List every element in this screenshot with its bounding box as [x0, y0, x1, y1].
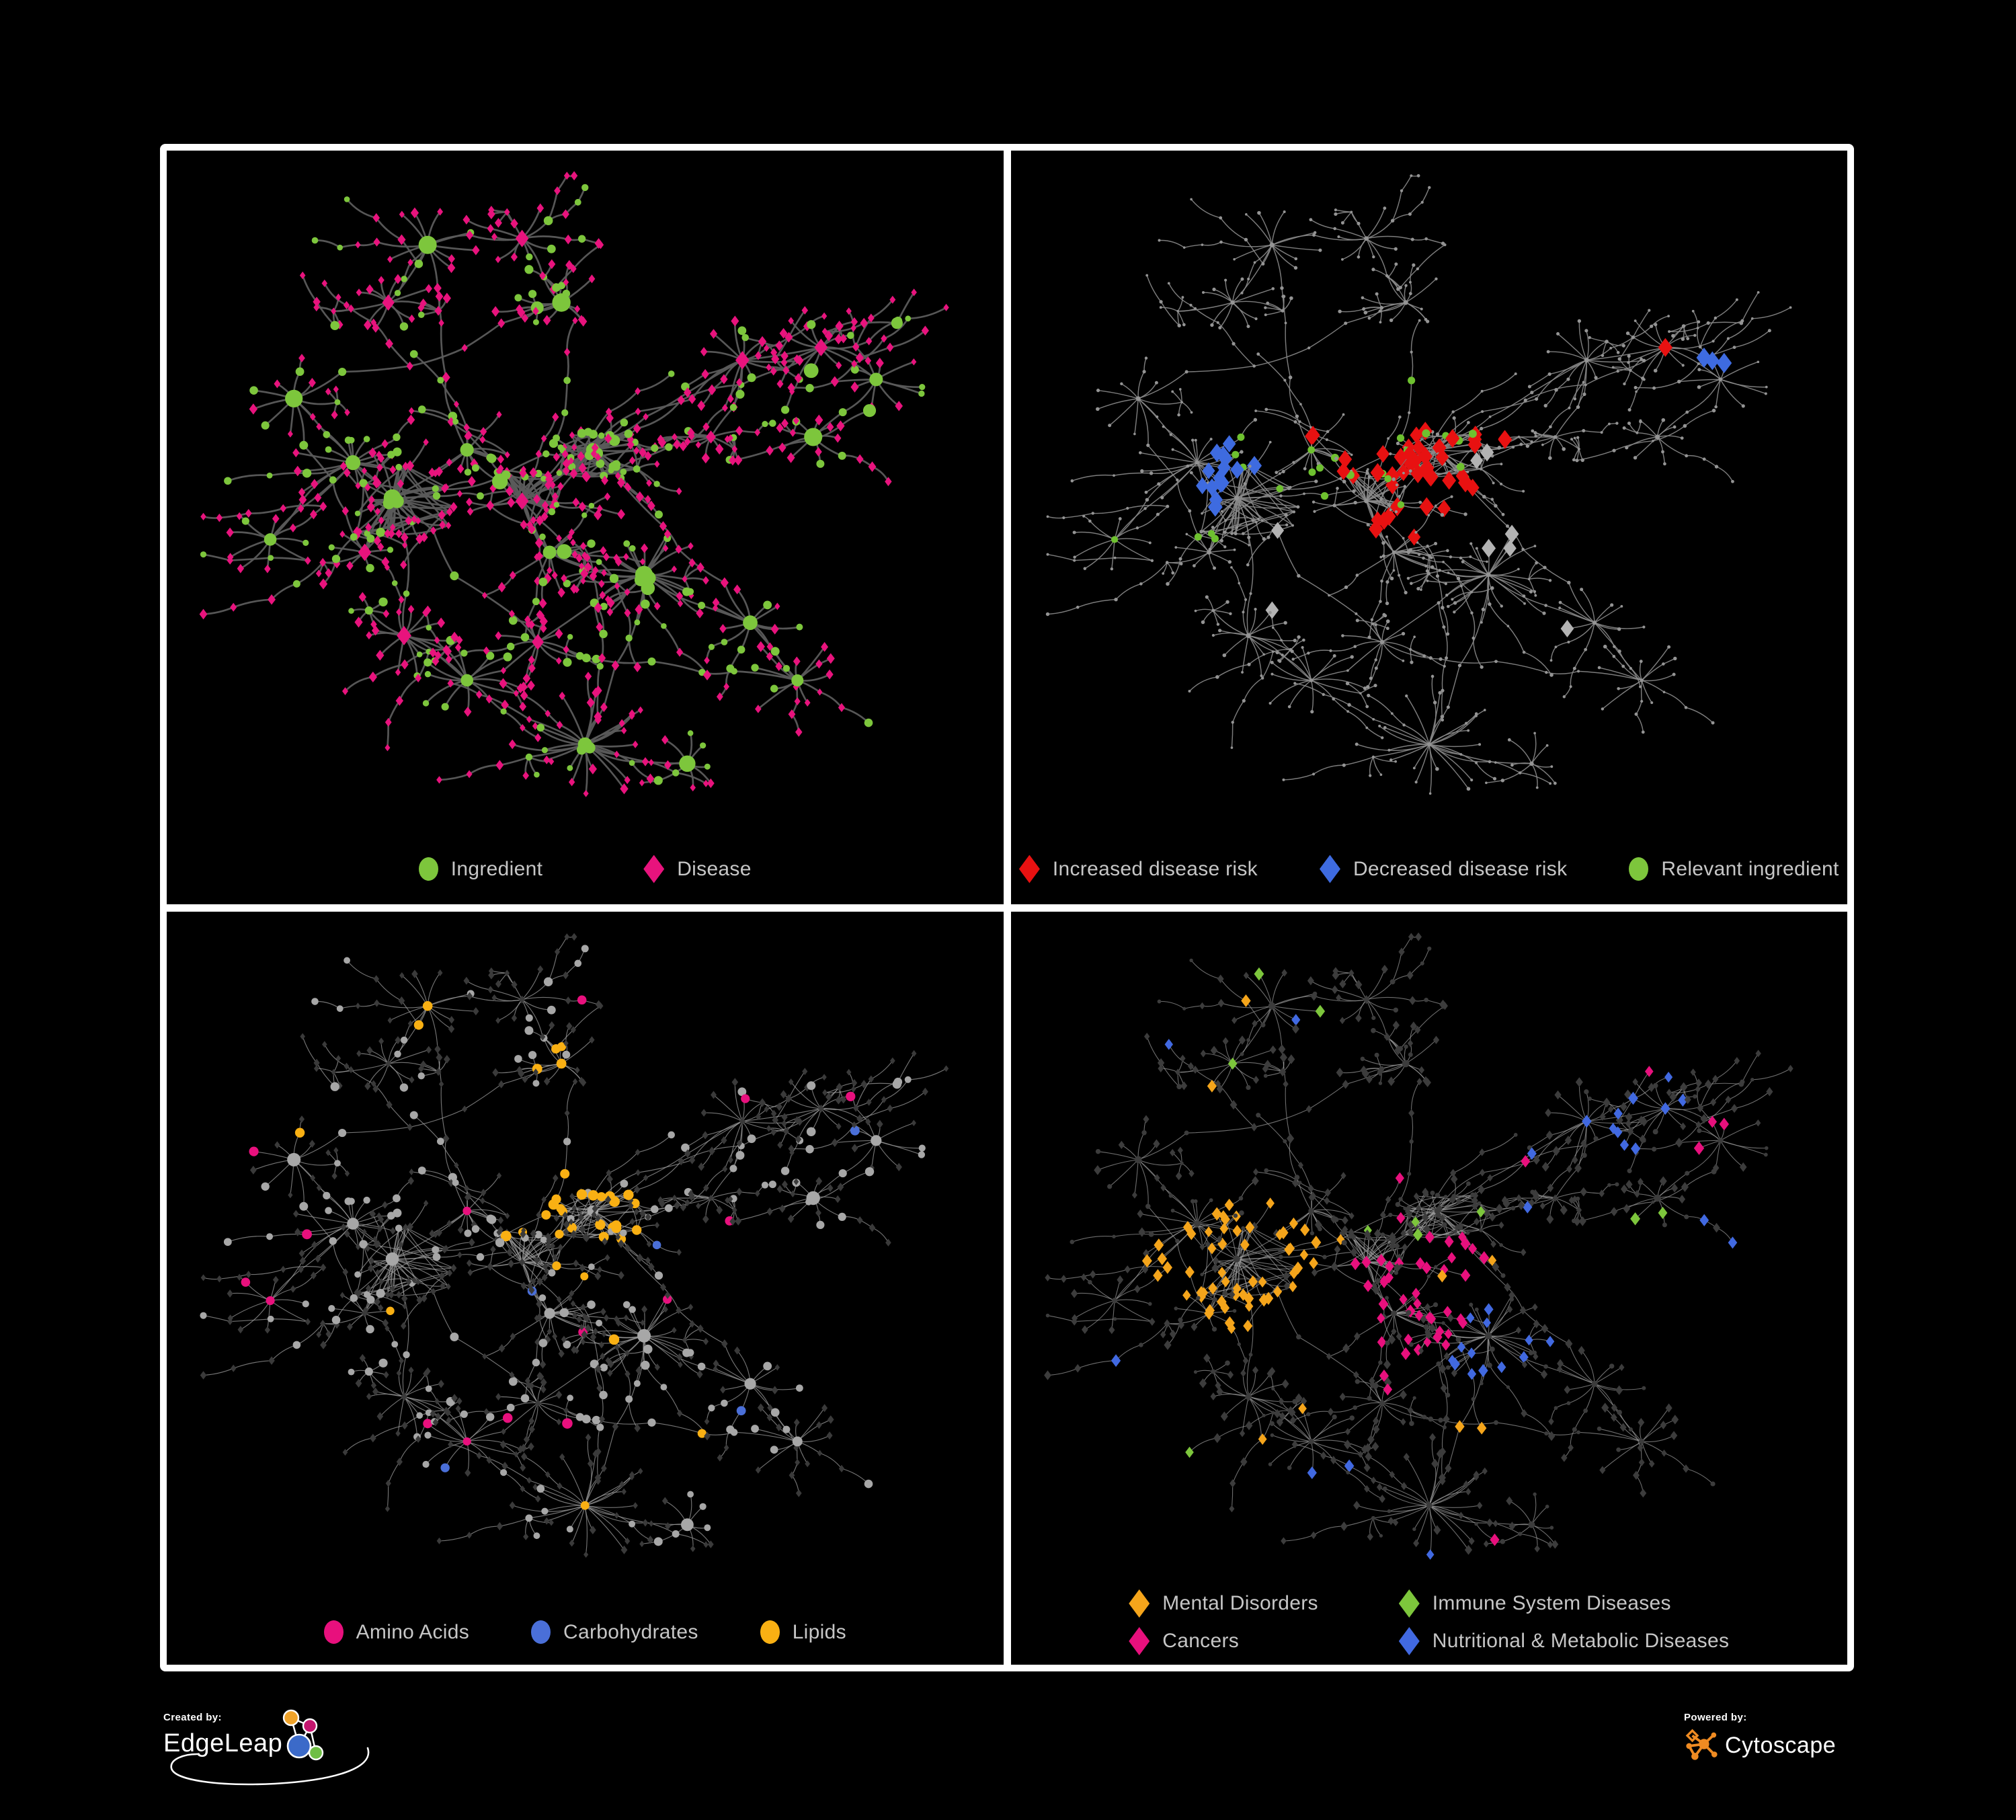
network-plot-disease-classes — [1043, 932, 1793, 1560]
legend-label: Ingredient — [450, 857, 543, 880]
panel-disease-risk: Increased disease risk Decreased disease… — [1010, 151, 1848, 904]
legend-nutrient-classes: Amino Acids Carbohydrates Lipids — [167, 1620, 1004, 1644]
cytoscape-branding: Powered by: Cytoscape — [1684, 1712, 1899, 1786]
edgeleap-wordmark: EdgeLeap — [163, 1729, 283, 1757]
lipids-swatch-icon — [760, 1620, 780, 1644]
legend-label: Nutritional & Metabolic Diseases — [1432, 1630, 1730, 1652]
network-plot-disease-risk — [1045, 174, 1791, 795]
legend-item-disease: Disease — [643, 855, 751, 883]
cancers-swatch-icon — [1129, 1627, 1150, 1655]
network-grid: Ingredient Disease Increased disease ris… — [160, 144, 1854, 1671]
mental-disorders-swatch-icon — [1129, 1589, 1150, 1618]
edgeleap-branding: Created by: EdgeLeap — [163, 1709, 513, 1799]
legend-item-increased-risk: Increased disease risk — [1018, 855, 1258, 883]
legend-disease-classes: Mental Disorders Immune System Diseases … — [1011, 1589, 1848, 1655]
ingredient-swatch-icon — [418, 857, 438, 881]
immune-system-diseases-swatch-icon — [1398, 1589, 1420, 1618]
created-by-label: Created by: — [163, 1712, 222, 1723]
cytoscape-lockup: Cytoscape — [1684, 1728, 1899, 1763]
increased-risk-swatch-icon — [1018, 855, 1040, 883]
relevant-ingredient-swatch-icon — [1629, 857, 1649, 881]
nutritional-metabolic-diseases-swatch-icon — [1398, 1627, 1420, 1655]
legend-item-ingredient: Ingredient — [418, 857, 543, 881]
legend-item-nutritional-metabolic-diseases: Nutritional & Metabolic Diseases — [1398, 1627, 1730, 1655]
disease-swatch-icon — [643, 855, 665, 883]
cytoscape-wordmark: Cytoscape — [1725, 1732, 1837, 1758]
legend-item-immune-system-diseases: Immune System Diseases — [1398, 1589, 1729, 1618]
legend-item-cancers: Cancers — [1129, 1627, 1318, 1655]
legend-label: Immune System Diseases — [1432, 1592, 1671, 1614]
network-plot-ingredient-disease — [199, 171, 949, 797]
legend-label: Increased disease risk — [1052, 857, 1258, 880]
amino-acids-swatch-icon — [323, 1620, 344, 1644]
legend-item-amino-acids: Amino Acids — [323, 1620, 469, 1644]
panel-disease-classes: Mental Disorders Immune System Diseases … — [1010, 911, 1848, 1665]
edgeleap-swoosh-icon — [170, 1747, 370, 1786]
legend-label: Disease — [677, 857, 752, 880]
legend-ingredient-disease: Ingredient Disease — [167, 855, 1004, 883]
network-plot-nutrient-classes — [200, 933, 949, 1558]
legend-label: Cancers — [1162, 1630, 1240, 1652]
legend-item-lipids: Lipids — [760, 1620, 846, 1644]
panel-nutrient-classes: Amino Acids Carbohydrates Lipids — [167, 911, 1004, 1665]
legend-item-relevant-ingredient: Relevant ingredient — [1629, 857, 1839, 881]
powered-by-label: Powered by: — [1684, 1712, 1747, 1723]
legend-item-carbohydrates: Carbohydrates — [531, 1620, 698, 1644]
legend-item-mental-disorders: Mental Disorders — [1129, 1589, 1318, 1618]
legend-label: Mental Disorders — [1162, 1592, 1318, 1614]
legend-item-decreased-risk: Decreased disease risk — [1319, 855, 1568, 883]
legend-disease-risk: Increased disease risk Decreased disease… — [1011, 855, 1848, 883]
decreased-risk-swatch-icon — [1319, 855, 1340, 883]
legend-label: Amino Acids — [356, 1620, 469, 1643]
legend-label: Lipids — [792, 1620, 846, 1643]
carbohydrates-swatch-icon — [531, 1620, 551, 1644]
legend-label: Relevant ingredient — [1661, 857, 1839, 880]
cytoscape-logo-icon — [1685, 1729, 1718, 1760]
panel-ingredient-disease: Ingredient Disease — [167, 151, 1004, 904]
legend-label: Carbohydrates — [563, 1620, 698, 1643]
edgeleap-logo-icon — [282, 1709, 324, 1761]
legend-label: Decreased disease risk — [1353, 857, 1568, 880]
